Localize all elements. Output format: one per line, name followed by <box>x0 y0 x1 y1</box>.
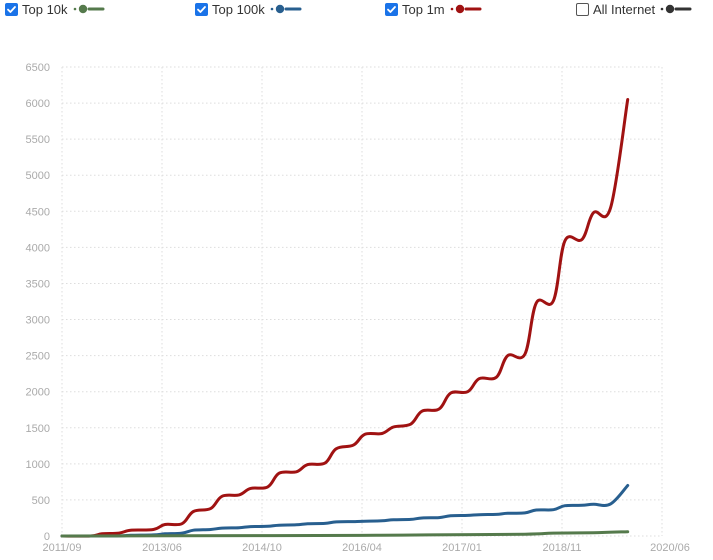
x-tick-label-2016-04: 2016/04 <box>342 542 382 554</box>
y-axis-ticks: 0 500 1000 1500 2000 2500 3000 3500 4000 4500 5000… <box>26 62 50 543</box>
y-tick-label-5500: 5500 <box>26 134 50 146</box>
x-tick-label-2020-06: 2020/06 <box>650 542 690 554</box>
series-line-top-100k <box>60 484 630 538</box>
y-tick-label-2500: 2500 <box>26 351 50 363</box>
legend-swatch-top-1m <box>450 4 482 14</box>
checkbox-all-internet[interactable] <box>576 2 589 16</box>
y-tick-label-4500: 4500 <box>26 206 50 218</box>
legend-item-top-1m[interactable]: Top 1m <box>385 0 483 18</box>
legend-item-top-10k[interactable]: Top 10k <box>5 0 106 18</box>
legend-swatch-top-10k <box>73 4 105 14</box>
y-tick-label-1500: 1500 <box>26 423 50 435</box>
y-tick-label-5000: 5000 <box>26 170 50 182</box>
x-tick-label-2018-11: 2018/11 <box>543 542 582 554</box>
y-tick-label-3000: 3000 <box>26 315 50 327</box>
x-tick-label-2013-06: 2013/06 <box>142 542 182 554</box>
legend-item-top-100k[interactable]: Top 100k <box>195 0 303 18</box>
x-tick-label-2014-10: 2014/10 <box>242 542 282 554</box>
checkbox-top-10k[interactable] <box>5 2 18 16</box>
legend-label-top-10k: Top 10k <box>22 1 68 17</box>
series-line-top-10k <box>60 530 630 538</box>
y-tick-label-0: 0 <box>44 531 50 543</box>
legend-label-top-100k: Top 100k <box>212 1 265 17</box>
chart-legend: Top 10k Top 100k Top 1m All Internet <box>0 0 713 18</box>
checkbox-top-100k[interactable] <box>195 2 208 16</box>
series-line-top-1m <box>60 98 630 538</box>
y-tick-label-6000: 6000 <box>26 98 50 110</box>
x-tick-label-2017-01: 2017/01 <box>442 542 482 554</box>
y-tick-label-4000: 4000 <box>26 242 50 254</box>
checkbox-top-1m[interactable] <box>385 2 398 16</box>
legend-label-top-1m: Top 1m <box>402 1 445 17</box>
y-tick-label-6500: 6500 <box>26 62 50 74</box>
y-tick-label-2000: 2000 <box>26 387 50 399</box>
series-lines <box>60 98 630 538</box>
legend-item-all-internet[interactable]: All Internet <box>576 0 693 18</box>
legend-swatch-all-internet <box>660 4 692 14</box>
legend-label-all-internet: All Internet <box>593 1 656 17</box>
y-tick-label-500: 500 <box>32 495 50 507</box>
y-tick-label-3500: 3500 <box>26 278 50 290</box>
x-tick-label-2011-09: 2011/09 <box>43 542 82 554</box>
grid <box>61 66 663 537</box>
x-axis-ticks: 2011/09 2013/06 2014/10 2016/04 2017/01 2018/… <box>43 542 690 554</box>
legend-swatch-top-100k <box>270 4 302 14</box>
y-tick-label-1000: 1000 <box>26 459 50 471</box>
